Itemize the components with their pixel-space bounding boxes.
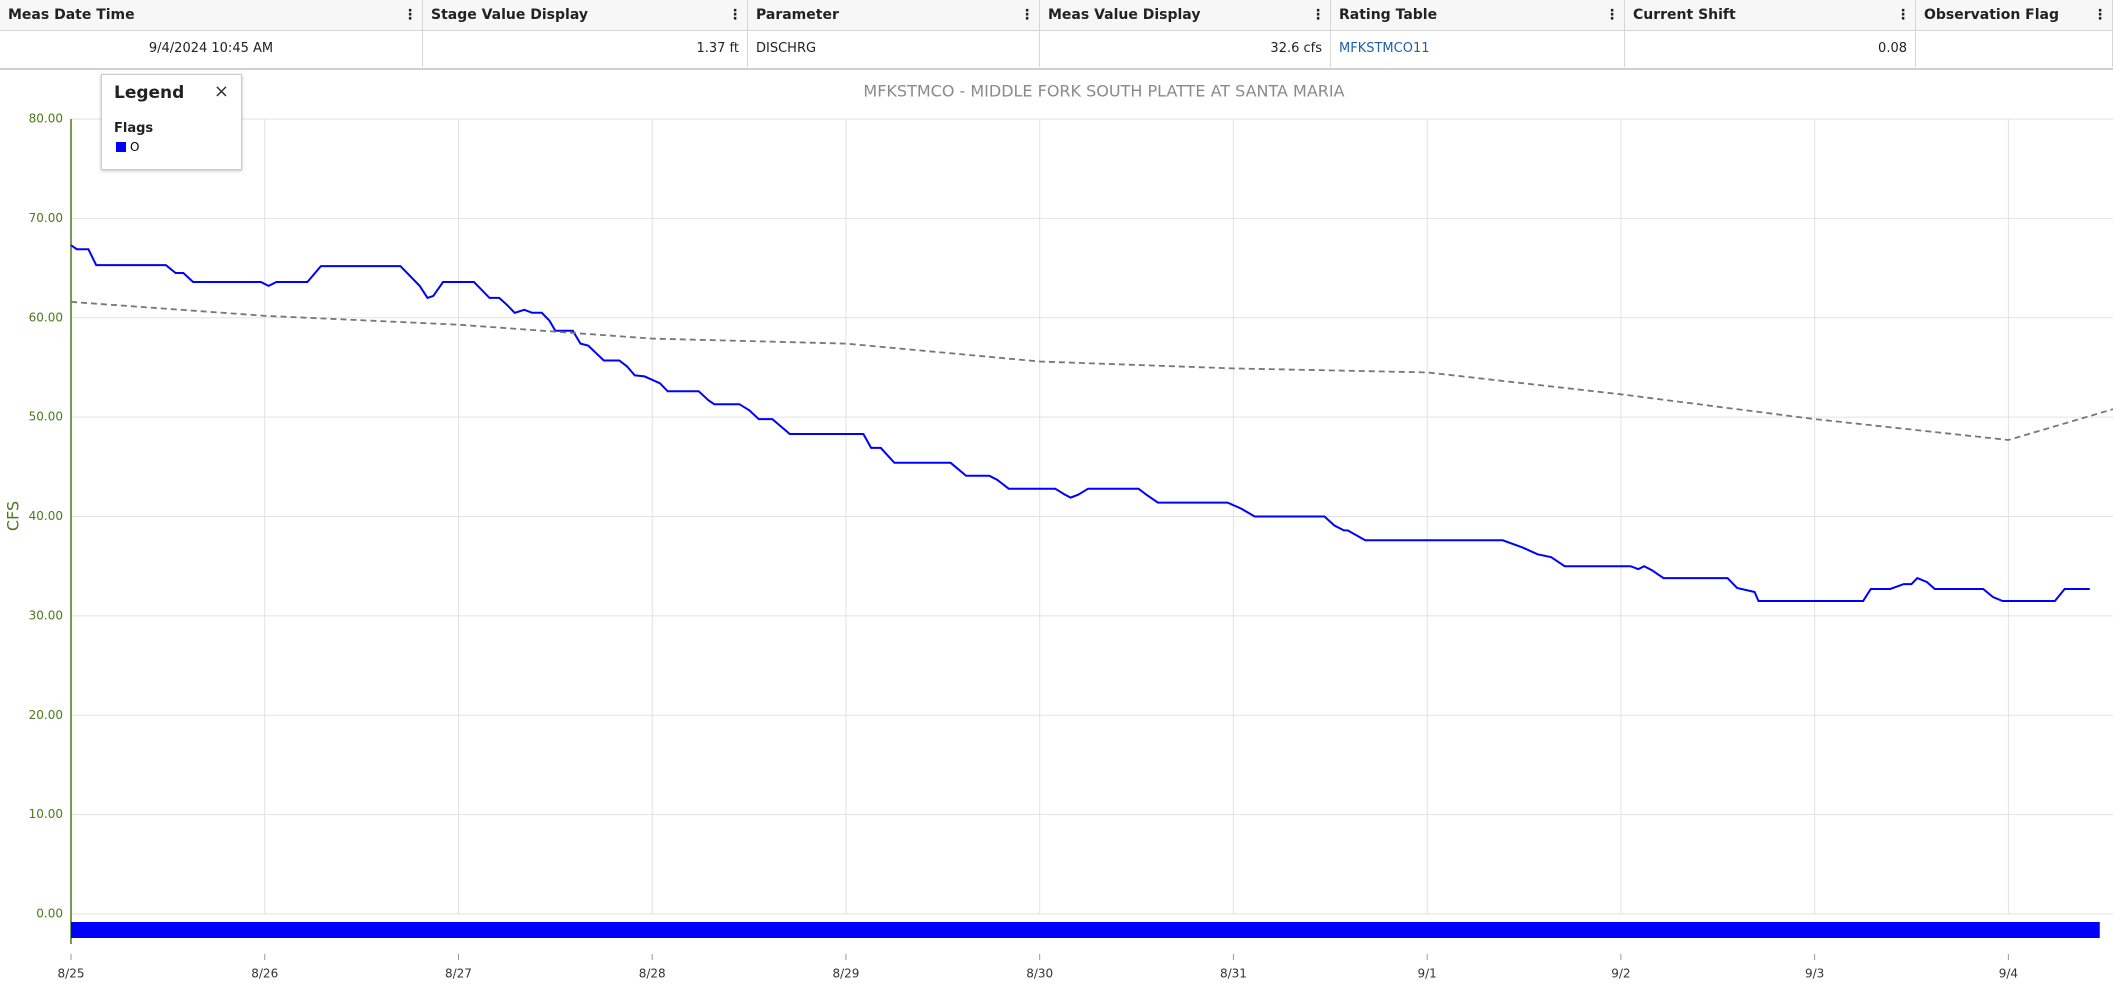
column-header[interactable]: Current Shift ⋮ xyxy=(1625,0,1916,31)
cell-text: DISCHRG xyxy=(756,41,817,56)
data-table: Meas Date Time ⋮ Stage Value Display ⋮ Param… xyxy=(0,0,2113,70)
y-tick-label: 20.00 xyxy=(29,708,63,722)
x-tick-label: 9/3 xyxy=(1805,967,1824,981)
column-menu[interactable]: ⋮ xyxy=(1605,7,1619,23)
chart-title: MFKSTMCO - MIDDLE FORK SOUTH PLATTE AT S… xyxy=(863,82,1344,101)
legend-close[interactable]: × xyxy=(213,81,229,102)
table-cell: 32.6 cfs xyxy=(1040,31,1331,67)
header-text: Meas Value Display xyxy=(1048,7,1201,23)
x-tick-label: 8/28 xyxy=(639,967,666,981)
column-menu[interactable]: ⋮ xyxy=(1020,7,1034,23)
table-cell: 1.37 ft xyxy=(423,31,748,67)
rating-link[interactable]: MFKSTMCO11 xyxy=(1339,41,1430,56)
legend-heading: Flags xyxy=(114,121,154,136)
column-header[interactable]: Observation Flag ⋮ xyxy=(1916,0,2113,31)
cell-text: 32.6 cfs xyxy=(1270,41,1322,56)
y-tick-label: 60.00 xyxy=(29,310,63,324)
x-tick-label: 8/30 xyxy=(1026,967,1053,981)
series-line xyxy=(70,301,2113,441)
x-tick-label: 8/25 xyxy=(58,967,85,981)
column-menu[interactable]: ⋮ xyxy=(1311,7,1325,23)
header-text: Parameter xyxy=(756,7,839,23)
table-cell: MFKSTMCO11 xyxy=(1331,31,1625,67)
y-axis-label: CFS xyxy=(4,501,23,531)
header-text: Rating Table xyxy=(1339,7,1438,23)
header-text: Meas Date Time xyxy=(8,7,135,23)
column-header[interactable]: Rating Table ⋮ xyxy=(1331,0,1625,31)
x-tick-label: 8/29 xyxy=(832,967,859,981)
legend-items: O xyxy=(116,140,139,154)
flag-band xyxy=(71,922,2100,938)
column-header[interactable]: Meas Value Display ⋮ xyxy=(1040,0,1331,31)
cell-text: 0.08 xyxy=(1878,41,1907,56)
table-cell: 9/4/2024 10:45 AM xyxy=(0,31,423,67)
y-tick-label: 50.00 xyxy=(29,410,63,424)
legend-title: Legend xyxy=(114,83,185,103)
y-tick-label: 30.00 xyxy=(29,608,63,622)
column-menu[interactable]: ⋮ xyxy=(1896,7,1910,23)
x-tick-label: 9/2 xyxy=(1611,967,1630,981)
header-text: Observation Flag xyxy=(1924,7,2060,23)
y-tick-label: 40.00 xyxy=(29,509,63,523)
y-tick-label: 70.00 xyxy=(29,211,63,225)
column-menu[interactable]: ⋮ xyxy=(2093,7,2107,23)
y-tick-label: 80.00 xyxy=(29,112,63,126)
column-menu[interactable]: ⋮ xyxy=(728,7,742,23)
legend-swatch xyxy=(116,142,126,152)
header-text: Stage Value Display xyxy=(431,7,588,23)
table-cell: DISCHRG xyxy=(748,31,1040,67)
legend-label: O xyxy=(130,140,140,154)
cell-text: 9/4/2024 10:45 AM xyxy=(148,41,274,56)
legend-item: O xyxy=(116,140,139,154)
x-tick-label: 8/27 xyxy=(445,967,472,981)
column-header[interactable]: Meas Date Time ⋮ xyxy=(0,0,423,31)
series-line xyxy=(70,244,2090,602)
x-tick-label: 9/1 xyxy=(1418,967,1437,981)
legend: Legend × Flags O xyxy=(101,74,242,170)
column-header[interactable]: Stage Value Display ⋮ xyxy=(423,0,748,31)
header-text: Current Shift xyxy=(1633,7,1736,23)
x-tick-label: 8/31 xyxy=(1220,967,1247,981)
table-cell: 0.08 xyxy=(1625,31,1916,67)
y-tick-label: 10.00 xyxy=(29,807,63,821)
x-tick-label: 9/4 xyxy=(1999,967,2018,981)
y-tick-label: 0.00 xyxy=(36,907,63,921)
column-header[interactable]: Parameter ⋮ xyxy=(748,0,1040,31)
column-menu[interactable]: ⋮ xyxy=(403,7,417,23)
cell-text: 1.37 ft xyxy=(696,41,739,56)
x-tick-label: 8/26 xyxy=(251,967,278,981)
